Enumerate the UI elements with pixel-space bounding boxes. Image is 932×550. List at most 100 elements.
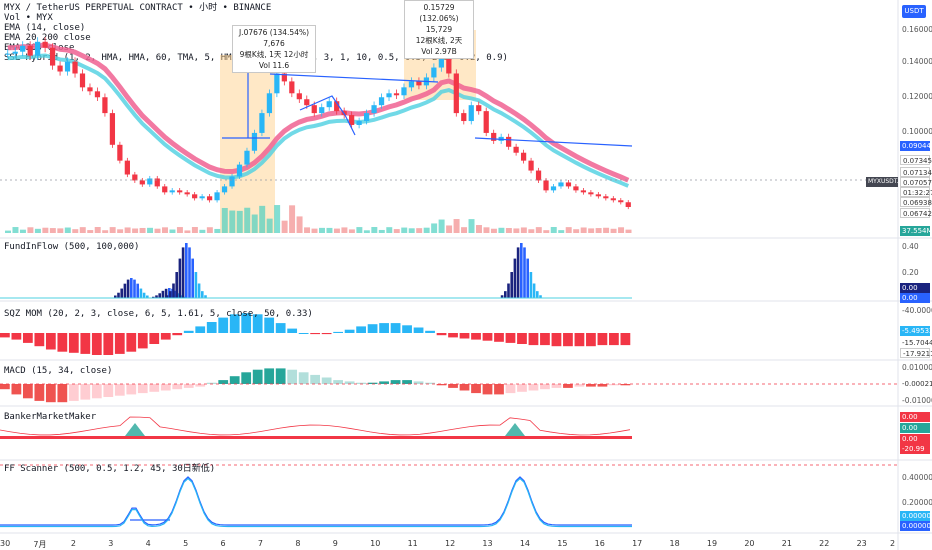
sqz-bar bbox=[321, 333, 332, 335]
time-tick: 2 bbox=[70, 539, 76, 548]
symbol-title[interactable]: MYX / TetherUS PERPETUAL CONTRACT • 小时 •… bbox=[4, 3, 272, 13]
macd-histogram bbox=[0, 368, 631, 403]
fund-bar bbox=[142, 292, 146, 298]
sqz-bar bbox=[517, 333, 527, 344]
macd-bar bbox=[287, 369, 298, 384]
sqz-bar bbox=[333, 331, 344, 333]
volume-bar bbox=[274, 205, 281, 233]
candle-body bbox=[483, 111, 489, 133]
fund-bar bbox=[513, 258, 517, 298]
candle-body bbox=[349, 115, 355, 125]
trend-lines[interactable] bbox=[130, 60, 633, 521]
candle-body bbox=[147, 178, 153, 185]
fund-bar bbox=[164, 288, 168, 298]
volume-bar bbox=[304, 227, 311, 233]
volume-badge: 37.554M bbox=[900, 226, 932, 236]
sqz-bar bbox=[471, 333, 481, 340]
fund-bar bbox=[529, 272, 533, 298]
macd-bar bbox=[183, 384, 194, 388]
fund-bar bbox=[532, 283, 536, 298]
legend-ema20[interactable]: EMA 20 200 close bbox=[4, 33, 91, 43]
candle-body bbox=[468, 105, 474, 122]
volume-bar bbox=[625, 229, 632, 233]
candle-body bbox=[177, 190, 183, 193]
time-tick: 2 bbox=[890, 539, 896, 548]
macd-bar bbox=[22, 384, 33, 399]
banker-label[interactable]: BankerMarketMaker bbox=[4, 412, 97, 422]
time-tick: 30 bbox=[0, 539, 11, 548]
ff-tick-1: 0.40000 bbox=[902, 473, 932, 482]
price-tick-4: 0.10000 bbox=[902, 127, 932, 136]
macd-bar bbox=[505, 384, 516, 394]
time-tick: 10 bbox=[370, 539, 381, 548]
volume-bar bbox=[498, 227, 505, 233]
macd-badge: -0.00021 bbox=[900, 379, 932, 389]
volume-bar bbox=[244, 207, 251, 233]
sqz-bar bbox=[34, 333, 45, 347]
volume-bar bbox=[132, 228, 139, 233]
sqz-bar bbox=[528, 333, 539, 346]
macd-label[interactable]: MACD (15, 34, close) bbox=[4, 366, 113, 376]
macd-bar bbox=[310, 374, 321, 384]
tooltip-1-bars: 9根K线, 1天 12小时 bbox=[239, 50, 309, 59]
candle-body bbox=[603, 196, 609, 199]
volume-bar bbox=[206, 227, 213, 233]
candle-body bbox=[12, 51, 18, 54]
ema-band bbox=[7, 42, 630, 188]
sqz-bar bbox=[459, 333, 470, 339]
macd-bar bbox=[482, 384, 493, 395]
sqz-bar bbox=[574, 333, 585, 347]
macd-bar bbox=[551, 384, 562, 388]
legend-ema14[interactable]: EMA (14, close) bbox=[4, 23, 86, 33]
candle-body bbox=[378, 97, 385, 106]
macd-bar bbox=[425, 382, 435, 384]
sqz-bar bbox=[482, 333, 493, 341]
candle-body bbox=[72, 61, 78, 74]
volume-bar bbox=[341, 227, 348, 233]
candle-body bbox=[266, 93, 273, 114]
sqz-bar bbox=[22, 333, 33, 343]
volume-bar bbox=[12, 227, 19, 233]
volume-bar bbox=[5, 230, 11, 233]
volume-bar bbox=[289, 205, 296, 233]
candle-body bbox=[356, 121, 362, 125]
candle-body bbox=[304, 99, 310, 106]
fundinflow-label[interactable]: FundInFlow (500, 100,000) bbox=[4, 242, 140, 252]
macd-bar bbox=[574, 384, 585, 387]
macd-bar bbox=[195, 384, 206, 387]
macd-bar bbox=[448, 384, 458, 388]
sqz-bar bbox=[264, 317, 275, 333]
candle-body bbox=[184, 192, 190, 195]
macd-bar bbox=[126, 384, 137, 395]
candle-body bbox=[319, 107, 325, 114]
volume-bar bbox=[102, 230, 109, 233]
macd-bar bbox=[229, 376, 240, 384]
currency-button[interactable]: USDT bbox=[902, 5, 926, 18]
volume-bar bbox=[386, 227, 393, 233]
time-tick: 5 bbox=[183, 539, 189, 548]
macd-bar bbox=[103, 384, 114, 397]
ffscanner-label[interactable]: FF Scanner (500, 0.5, 1.2, 45, 30日新低) bbox=[4, 464, 216, 474]
ff-scanner-lines bbox=[0, 476, 632, 528]
macd-bar bbox=[563, 384, 573, 388]
macd-bar bbox=[540, 384, 550, 390]
candle-body bbox=[132, 174, 138, 181]
volume-bar bbox=[618, 227, 625, 233]
candle-body bbox=[520, 152, 527, 161]
time-tick: 13 bbox=[482, 539, 493, 548]
sqz-bar bbox=[45, 333, 56, 350]
macd-bar bbox=[298, 372, 309, 384]
tooltip-1-vol: Vol 11.6 bbox=[258, 61, 290, 70]
time-tick: 20 bbox=[744, 539, 755, 548]
volume-bar bbox=[147, 227, 154, 233]
candle-body bbox=[386, 93, 392, 98]
candle-body bbox=[334, 101, 340, 112]
candle-body bbox=[431, 67, 437, 78]
candles bbox=[5, 31, 631, 210]
legend-vol[interactable]: Vol • MYX bbox=[4, 13, 53, 23]
time-tick: 3 bbox=[108, 539, 114, 548]
candle-body bbox=[311, 105, 317, 114]
macd-bar bbox=[172, 384, 183, 390]
squeeze-label[interactable]: SQZ MOM (20, 2, 3, close, 6, 5, 1.61, 5,… bbox=[4, 309, 313, 319]
